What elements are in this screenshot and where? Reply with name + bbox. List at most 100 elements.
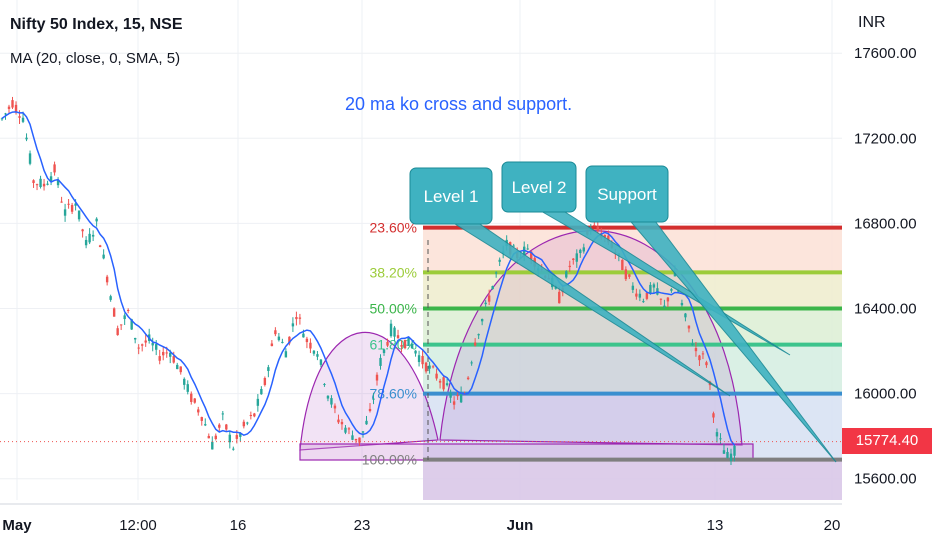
price-tick-label: 16800.00 [854,215,917,232]
candle-body [340,421,344,425]
candle-body [179,366,182,373]
candle-body [49,176,53,181]
candle-body [368,408,372,412]
candle-body [228,434,232,443]
candle-body [733,445,736,456]
candle-body [151,342,154,346]
candle-body [70,204,74,212]
candle-body [603,234,607,238]
candle-body [130,319,133,330]
candle-body [284,351,288,358]
candle-body [56,180,60,186]
candle-body [470,362,473,364]
candle-body [119,324,123,326]
candle-body [582,247,585,252]
candle-body [628,274,631,277]
candle-body [375,374,379,381]
candle-body [60,201,63,203]
candle-body [400,345,403,347]
candle-body [449,393,452,398]
candle-body [621,259,624,271]
candle-body [477,334,480,336]
candle-body [491,286,494,290]
candle-body [235,435,239,439]
time-tick-label: May [2,517,32,534]
candle-body [225,424,228,430]
candle-body [176,364,179,370]
candle-body [200,417,203,421]
candle-body [211,441,214,450]
candle-body [705,362,708,366]
candle-body [565,271,568,278]
last-price-badge: 15774.40 [842,428,932,454]
fib-level-label: 38.20% [370,264,417,280]
candle-body [715,432,719,437]
candle-body [53,164,56,173]
candle-body [144,340,147,343]
annotation-note: 20 ma ko cross and support. [345,94,573,114]
fib-level-label: 23.60% [370,220,417,236]
candle-body [232,448,235,450]
candle-body [330,398,333,405]
candle-body [438,380,442,383]
candle-body [270,343,274,347]
candle-body [253,413,256,417]
candle-body [414,350,417,354]
candle-body [197,409,200,413]
candle-body [635,293,638,297]
candle-body [169,352,172,357]
candle-body [442,377,445,390]
candle-body [218,424,221,428]
candle-body [473,342,477,346]
candle-body [239,432,242,437]
candle-body [487,295,491,302]
candle-body [631,285,635,290]
candle-body [466,377,470,380]
candle-body [680,302,684,306]
candle-body [530,251,533,259]
candle-body [558,291,561,304]
candle-body [81,229,84,232]
indicator-legend[interactable]: MA (20, close, 0, SMA, 5) [10,50,181,67]
candle-body [649,284,652,294]
candle-body [126,309,130,311]
candle-body [712,413,715,418]
candle-body [410,343,414,349]
candle-body [484,302,487,305]
callout-label: Level 1 [424,187,479,206]
candle-body [523,246,526,256]
candle-body [526,248,529,250]
candle-body [84,239,88,246]
candle-body [35,184,39,186]
candle-body [382,349,386,354]
candle-body [684,313,687,318]
candle-body [274,330,277,335]
candle-body [358,437,361,443]
candle-body [88,233,91,243]
candle-body [361,431,365,433]
time-tick-label: 16 [230,517,247,534]
candle-body [316,354,319,357]
candle-body [102,254,105,259]
time-tick-label: 12:00 [119,517,157,534]
candle-body [11,100,14,108]
candle-body [305,338,309,343]
candle-body [351,435,354,440]
time-tick-label: 20 [824,517,841,534]
candle-body [256,398,260,406]
candle-body [14,104,18,112]
candle-body [109,296,112,300]
candle-body [417,355,421,363]
callout-box [501,161,577,213]
candle-body [42,183,46,187]
candle-body [242,421,246,427]
candle-body [691,343,694,346]
candle-body [494,272,498,274]
candle-body [424,362,428,372]
candle-body [183,378,186,385]
candle-body [435,373,438,379]
candle-body [407,336,410,346]
ma-line [1,111,736,446]
candle-body [140,344,144,346]
